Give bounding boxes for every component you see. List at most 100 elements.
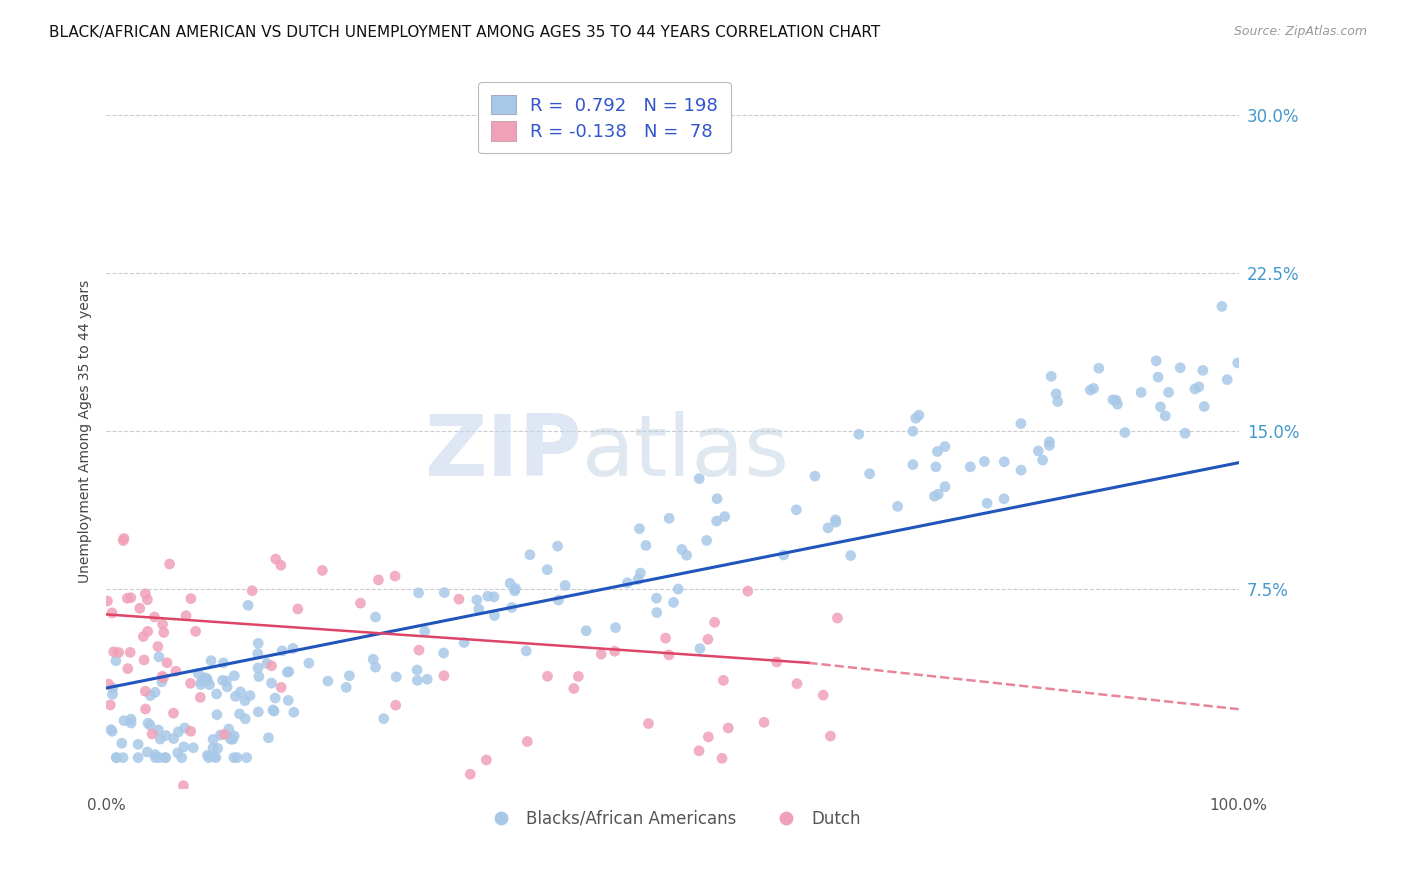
Point bbox=[195, 672, 218, 686]
Point bbox=[901, 458, 924, 472]
Point bbox=[1026, 444, 1049, 458]
Point bbox=[188, 690, 211, 705]
Point bbox=[104, 654, 127, 668]
Point bbox=[697, 632, 720, 647]
Point bbox=[111, 736, 134, 750]
Point bbox=[197, 750, 219, 764]
Point bbox=[132, 653, 155, 667]
Point bbox=[662, 595, 685, 609]
Point bbox=[1040, 369, 1063, 384]
Point bbox=[927, 444, 949, 458]
Point bbox=[134, 587, 156, 601]
Point bbox=[200, 654, 222, 668]
Point bbox=[283, 705, 305, 719]
Point bbox=[1080, 383, 1102, 397]
Point bbox=[162, 731, 184, 746]
Point bbox=[927, 487, 949, 501]
Point bbox=[215, 673, 238, 688]
Point bbox=[217, 680, 239, 694]
Point bbox=[567, 669, 589, 683]
Point bbox=[575, 624, 598, 638]
Point bbox=[205, 687, 228, 701]
Point bbox=[1174, 426, 1197, 441]
Point bbox=[127, 737, 149, 751]
Point bbox=[235, 750, 257, 764]
Point bbox=[993, 455, 1015, 469]
Point bbox=[335, 681, 357, 695]
Point bbox=[190, 674, 212, 689]
Point bbox=[752, 715, 775, 730]
Point bbox=[385, 670, 408, 684]
Point bbox=[737, 584, 759, 599]
Point bbox=[100, 723, 122, 737]
Point bbox=[817, 521, 839, 535]
Point bbox=[184, 624, 207, 639]
Point bbox=[233, 694, 256, 708]
Point bbox=[627, 573, 650, 587]
Point bbox=[195, 673, 218, 688]
Point bbox=[139, 689, 162, 703]
Point bbox=[637, 716, 659, 731]
Point bbox=[148, 750, 170, 764]
Point bbox=[257, 731, 280, 745]
Point bbox=[271, 644, 294, 658]
Point bbox=[519, 548, 541, 562]
Point bbox=[316, 674, 339, 689]
Point bbox=[128, 601, 150, 615]
Point bbox=[603, 644, 626, 658]
Point bbox=[536, 669, 558, 683]
Point bbox=[233, 712, 256, 726]
Point bbox=[713, 509, 735, 524]
Point bbox=[689, 641, 711, 656]
Point bbox=[433, 585, 456, 599]
Point bbox=[482, 590, 505, 604]
Point bbox=[134, 684, 156, 698]
Point bbox=[666, 582, 689, 596]
Point bbox=[139, 718, 162, 732]
Point bbox=[765, 655, 787, 669]
Point bbox=[205, 750, 228, 764]
Point bbox=[591, 647, 613, 661]
Point bbox=[785, 503, 807, 517]
Point bbox=[373, 712, 395, 726]
Point bbox=[706, 514, 728, 528]
Point bbox=[433, 668, 456, 682]
Point bbox=[959, 459, 981, 474]
Point bbox=[170, 750, 193, 764]
Y-axis label: Unemployment Among Ages 35 to 44 years: Unemployment Among Ages 35 to 44 years bbox=[79, 279, 93, 582]
Point bbox=[107, 646, 129, 660]
Point bbox=[717, 721, 740, 735]
Point bbox=[1038, 438, 1060, 452]
Point bbox=[148, 723, 170, 737]
Point bbox=[247, 669, 270, 683]
Point bbox=[433, 646, 456, 660]
Point bbox=[786, 676, 808, 690]
Point bbox=[536, 563, 558, 577]
Point bbox=[813, 688, 835, 702]
Point bbox=[924, 489, 946, 503]
Point bbox=[658, 511, 681, 525]
Point bbox=[406, 673, 429, 688]
Point bbox=[1157, 385, 1180, 400]
Text: atlas: atlas bbox=[582, 411, 790, 494]
Point bbox=[205, 707, 228, 722]
Point bbox=[112, 714, 135, 728]
Point bbox=[688, 744, 710, 758]
Point bbox=[166, 746, 188, 760]
Point bbox=[772, 548, 794, 562]
Point bbox=[976, 496, 998, 510]
Point bbox=[224, 690, 246, 704]
Text: ZIP: ZIP bbox=[425, 411, 582, 494]
Point bbox=[515, 644, 537, 658]
Point bbox=[484, 608, 506, 623]
Point bbox=[675, 548, 697, 562]
Point bbox=[616, 575, 638, 590]
Point bbox=[276, 665, 298, 680]
Point bbox=[96, 594, 118, 608]
Point bbox=[416, 672, 439, 686]
Point bbox=[1168, 360, 1191, 375]
Point bbox=[1192, 400, 1215, 414]
Point bbox=[247, 636, 270, 650]
Point bbox=[136, 745, 159, 759]
Point bbox=[628, 566, 651, 580]
